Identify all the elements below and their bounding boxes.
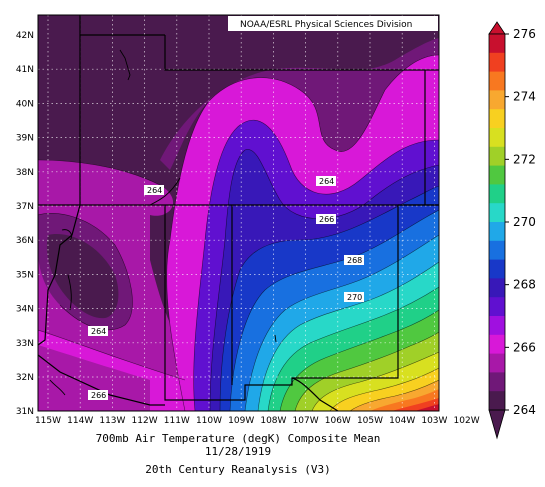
colorbar-min-triangle [488, 409, 506, 440]
contour-label: 268 [344, 255, 364, 265]
contour-band-dark-north [160, 38, 439, 170]
water-features [49, 49, 277, 396]
contour-label: 270 [344, 292, 364, 302]
latitude-label: 34N [16, 305, 34, 315]
graticule [38, 15, 439, 411]
colorbar-swatch [489, 128, 505, 148]
colorbar-label: 264 [513, 403, 536, 417]
longitude-label: 103W [421, 416, 447, 426]
longitude-label: 104W [389, 416, 415, 426]
svg-text:268: 268 [347, 256, 362, 265]
colorbar-labels: 276 274 272 270 268 266 264 [505, 27, 536, 417]
latitude-labels: 42N 41N 40N 39N 38N 37N 36N 35N 34N 33N 32N 31N [16, 31, 34, 417]
colorbar-label: 272 [513, 152, 536, 166]
temperature-map [38, 15, 439, 411]
longitude-label: 114W [67, 416, 93, 426]
colorbar-swatch [489, 372, 505, 392]
colorbar-swatch [489, 316, 505, 336]
latitude-label: 37N [16, 202, 34, 212]
caption-line-1: 700mb Air Temperature (degK) Composite M… [96, 432, 381, 445]
latitude-label: 36N [16, 236, 34, 246]
colorbar-swatch [489, 297, 505, 317]
colorbar-swatch [489, 240, 505, 261]
longitude-label: 112W [132, 416, 158, 426]
contour-band-darkest-west [46, 234, 119, 319]
contour-label: 264 [316, 176, 336, 186]
svg-text:264: 264 [319, 177, 334, 186]
contour-band-purple-south [38, 345, 150, 411]
svg-text:266: 266 [91, 391, 106, 400]
longitude-label: 110W [196, 416, 222, 426]
contour-band-crimson [415, 404, 439, 411]
colorbar-swatch [489, 52, 505, 73]
longitude-label: 113W [99, 416, 125, 426]
colorbar-label: 266 [513, 340, 536, 354]
colorbar-swatch [489, 109, 505, 129]
colorbar-label: 268 [513, 278, 536, 292]
longitude-label: 108W [260, 416, 286, 426]
svg-text:266: 266 [319, 215, 334, 224]
longitude-label: 111W [164, 416, 190, 426]
longitude-labels: 115W 114W 113W 112W 111W 110W 109W 108W 107W 106W… [35, 416, 480, 426]
latitude-label: 41N [16, 65, 34, 75]
colorbar-swatch [489, 203, 505, 223]
contour-lines [38, 54, 439, 411]
longitude-label: 105W [357, 416, 383, 426]
caption-line-2: 11/28/1919 [205, 445, 271, 458]
latitude-label: 32N [16, 373, 34, 383]
credit-box [228, 16, 438, 31]
longitude-label: 115W [35, 416, 61, 426]
colorbar-swatch [489, 165, 505, 185]
colorbar-swatch [489, 34, 505, 54]
colorbar-max-triangle [488, 21, 506, 35]
svg-text:270: 270 [347, 293, 362, 302]
credit-text: NOAA/ESRL Physical Sciences Division [240, 20, 412, 30]
latitude-label: 31N [16, 407, 34, 417]
latitude-label: 40N [16, 99, 34, 109]
colorbar-swatch [489, 278, 505, 298]
colorbar-swatch [489, 184, 505, 204]
longitude-label: 106W [325, 416, 351, 426]
colorbar-swatch [489, 391, 505, 411]
colorbar [488, 21, 506, 440]
latitude-label: 38N [16, 168, 34, 178]
colorbar-swatch [489, 71, 505, 91]
plot-frame [37, 14, 440, 412]
svg-text:264: 264 [91, 327, 106, 336]
contour-label: 266 [88, 390, 108, 400]
longitude-label: 102W [454, 416, 480, 426]
contour-labels: 264 264 266 268 270 264 266 [88, 176, 364, 400]
contour-label: 266 [316, 214, 336, 224]
colorbar-swatch [489, 334, 505, 355]
state-borders [38, 15, 439, 411]
latitude-label: 33N [16, 339, 34, 349]
colorbar-swatch [489, 222, 505, 242]
contour-label: 264 [88, 326, 108, 336]
colorbar-swatch [489, 146, 505, 167]
latitude-label: 39N [16, 134, 34, 144]
colorbar-swatch [489, 259, 505, 279]
latitude-label: 42N [16, 31, 34, 41]
svg-text:264: 264 [147, 186, 162, 195]
colorbar-swatch [489, 353, 505, 373]
latitude-label: 35N [16, 270, 34, 280]
longitude-label: 109W [228, 416, 254, 426]
colorbar-swatch [489, 90, 505, 110]
colorbar-label: 274 [513, 90, 536, 104]
caption-line-3: 20th Century Reanalysis (V3) [145, 463, 330, 476]
longitude-label: 107W [293, 416, 319, 426]
contour-label: 264 [144, 185, 164, 195]
colorbar-label: 270 [513, 215, 536, 229]
colorbar-label: 276 [513, 27, 536, 41]
